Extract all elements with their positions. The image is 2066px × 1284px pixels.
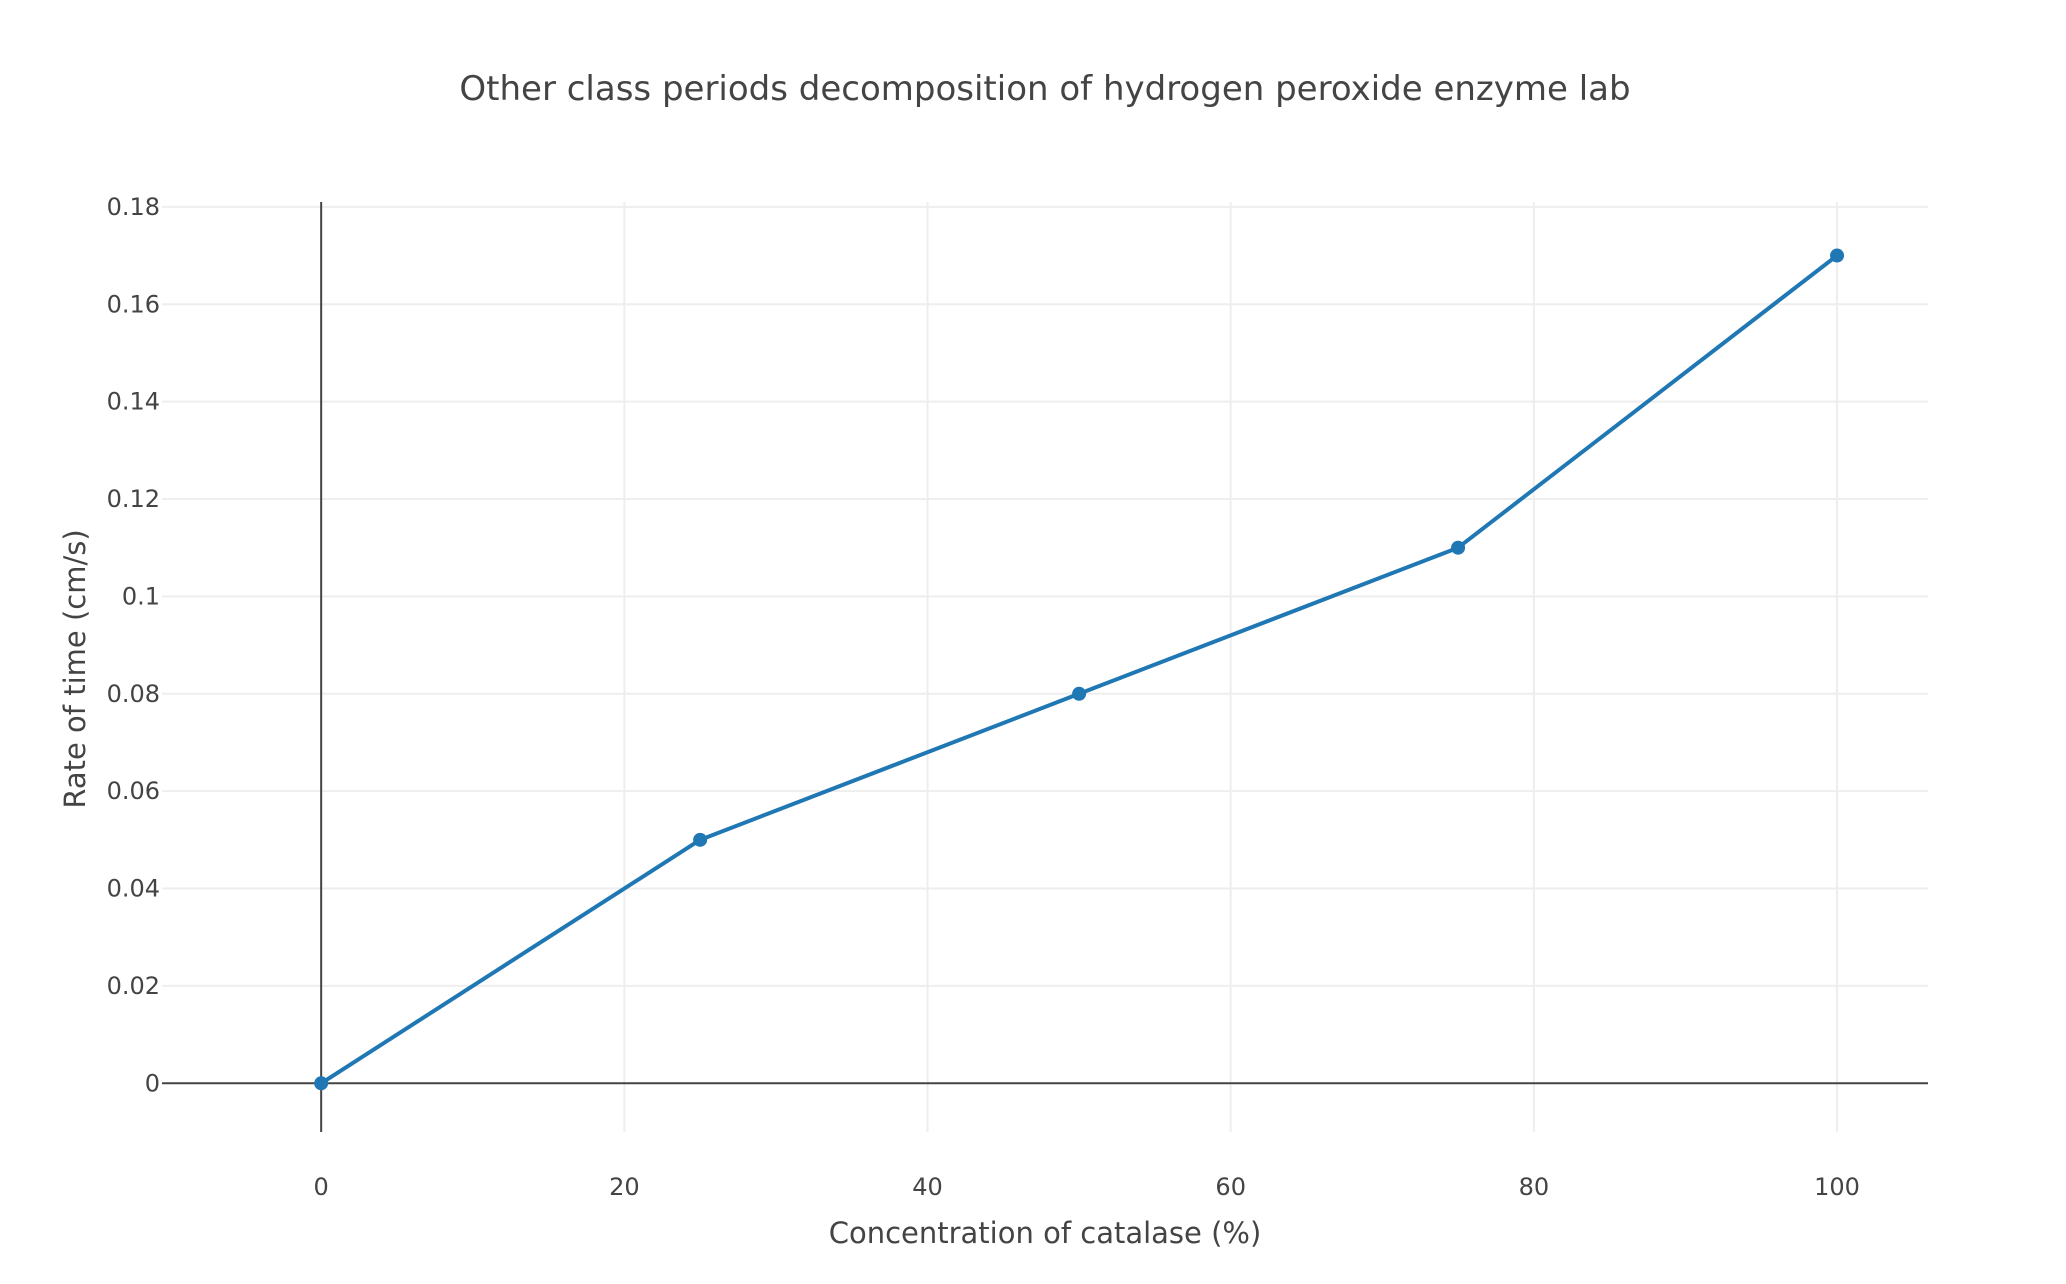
data-point bbox=[1451, 540, 1466, 555]
y-tick-label: 0.08 bbox=[107, 680, 160, 708]
x-tick-label: 20 bbox=[609, 1173, 640, 1201]
data-point bbox=[1830, 248, 1845, 263]
data-point bbox=[314, 1076, 329, 1091]
grid-lines bbox=[162, 202, 1928, 1132]
y-tick-label: 0.12 bbox=[107, 485, 160, 513]
y-tick-label: 0.06 bbox=[107, 777, 160, 805]
y-tick-label: 0.16 bbox=[107, 290, 160, 318]
y-tick-label: 0.04 bbox=[107, 875, 160, 903]
x-axis-title: Concentration of catalase (%) bbox=[829, 1216, 1262, 1250]
data-point bbox=[693, 832, 708, 847]
x-tick-labels: 0 20 40 60 80 100 bbox=[314, 1173, 1860, 1201]
series-line bbox=[319, 253, 1840, 1086]
y-tick-labels: 0 0.02 0.04 0.06 0.08 0.1 0.12 0.14 0.16 0.18 bbox=[107, 193, 160, 1097]
data-point bbox=[1072, 686, 1087, 701]
y-tick-label: 0.02 bbox=[107, 972, 160, 1000]
y-tick-label: 0.14 bbox=[107, 388, 160, 416]
x-tick-label: 80 bbox=[1519, 1173, 1550, 1201]
chart-title: Other class periods decomposition of hyd… bbox=[459, 69, 1630, 109]
y-tick-label: 0 bbox=[145, 1069, 160, 1097]
x-tick-label: 0 bbox=[314, 1173, 329, 1201]
x-tick-label: 40 bbox=[912, 1173, 943, 1201]
series-layer bbox=[314, 248, 1845, 1091]
y-axis-title: Rate of time (cm/s) bbox=[58, 529, 92, 808]
zero-lines bbox=[162, 202, 1928, 1132]
x-tick-label: 60 bbox=[1215, 1173, 1246, 1201]
y-tick-label: 0.1 bbox=[122, 582, 160, 610]
x-tick-label: 100 bbox=[1814, 1173, 1860, 1201]
y-tick-label: 0.18 bbox=[107, 193, 160, 221]
